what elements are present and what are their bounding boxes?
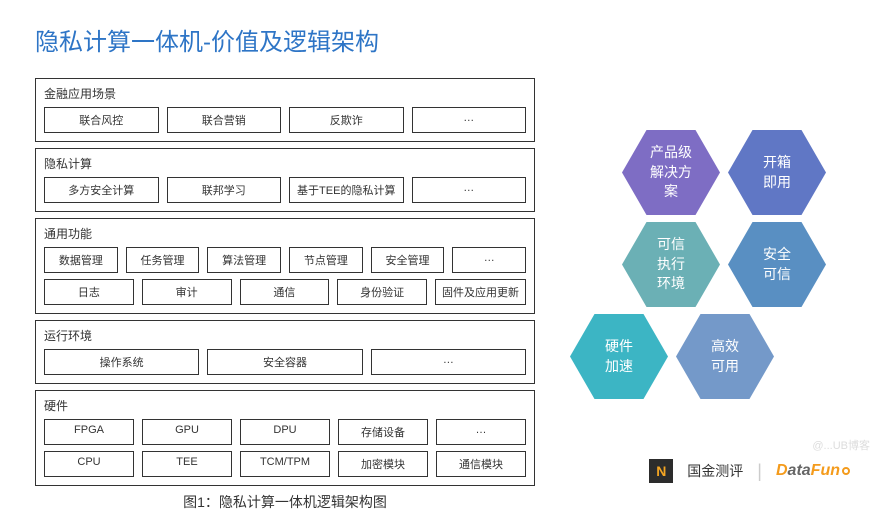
hexagon-cluster: 产品级解决方案开箱即用可信执行环境安全可信硬件加速高效可用	[570, 130, 870, 450]
layer-title: 金融应用场景	[44, 85, 526, 102]
arch-box: …	[371, 349, 526, 375]
arch-box: FPGA	[44, 419, 134, 445]
arch-box: 联邦学习	[167, 177, 282, 203]
arch-box: 安全容器	[207, 349, 362, 375]
arch-box: …	[412, 177, 527, 203]
datafun-logo: DataFun	[776, 462, 850, 480]
diagram-caption: 图1：隐私计算一体机逻辑架构图	[35, 492, 535, 512]
arch-box: 身份验证	[337, 279, 427, 305]
arch-box: DPU	[240, 419, 330, 445]
architecture-diagram: 金融应用场景联合风控联合营销反欺诈…隐私计算多方安全计算联邦学习基于TEE的隐私…	[35, 78, 535, 512]
n-logo-icon: N	[649, 459, 673, 483]
arch-box: CPU	[44, 451, 134, 477]
arch-layer: 运行环境操作系统安全容器 …	[35, 320, 535, 384]
hexagon-value: 产品级解决方案	[622, 130, 720, 215]
arch-box: TEE	[142, 451, 232, 477]
layer-title: 隐私计算	[44, 155, 526, 172]
layer-title: 通用功能	[44, 225, 526, 242]
watermark: @...UB博客	[812, 437, 870, 453]
layer-title: 硬件	[44, 397, 526, 414]
arch-box: 联合风控	[44, 107, 159, 133]
hexagon-value: 开箱即用	[728, 130, 826, 215]
arch-box: 固件及应用更新	[435, 279, 526, 305]
arch-box: 通信模块	[436, 451, 526, 477]
arch-box: 任务管理	[126, 247, 200, 273]
arch-box: 通信	[240, 279, 330, 305]
arch-box: 联合营销	[167, 107, 282, 133]
arch-box: …	[412, 107, 527, 133]
arch-layer: 隐私计算多方安全计算联邦学习基于TEE的隐私计算 …	[35, 148, 535, 212]
separator: |	[757, 461, 762, 482]
arch-box: …	[436, 419, 526, 445]
arch-box: 审计	[142, 279, 232, 305]
hexagon-value: 安全可信	[728, 222, 826, 307]
arch-box: 多方安全计算	[44, 177, 159, 203]
layer-title: 运行环境	[44, 327, 526, 344]
arch-box: 算法管理	[207, 247, 281, 273]
company-name: 国金测评	[687, 461, 743, 481]
arch-box: …	[452, 247, 526, 273]
arch-box: 存储设备	[338, 419, 428, 445]
footer-logos: N 国金测评 | DataFun	[649, 459, 850, 483]
arch-box: 操作系统	[44, 349, 199, 375]
arch-layer: 硬件 FPGA GPU DPU 存储设备 … CPU TEE TCM/TPM 加密模块通信模块	[35, 390, 535, 486]
arch-box: 安全管理	[371, 247, 445, 273]
hexagon-value: 硬件加速	[570, 314, 668, 399]
arch-layer: 金融应用场景联合风控联合营销反欺诈 …	[35, 78, 535, 142]
hexagon-value: 高效可用	[676, 314, 774, 399]
arch-box: 反欺诈	[289, 107, 404, 133]
arch-box: TCM/TPM	[240, 451, 330, 477]
arch-box: 日志	[44, 279, 134, 305]
arch-box: 加密模块	[338, 451, 428, 477]
arch-box: 数据管理	[44, 247, 118, 273]
hexagon-value: 可信执行环境	[622, 222, 720, 307]
arch-box: GPU	[142, 419, 232, 445]
arch-box: 基于TEE的隐私计算	[289, 177, 404, 203]
arch-layer: 通用功能数据管理任务管理算法管理节点管理安全管理 … 日志审计通信身份验证固件及应用…	[35, 218, 535, 314]
arch-box: 节点管理	[289, 247, 363, 273]
page-title: 隐私计算一体机-价值及逻辑架构	[35, 22, 379, 57]
